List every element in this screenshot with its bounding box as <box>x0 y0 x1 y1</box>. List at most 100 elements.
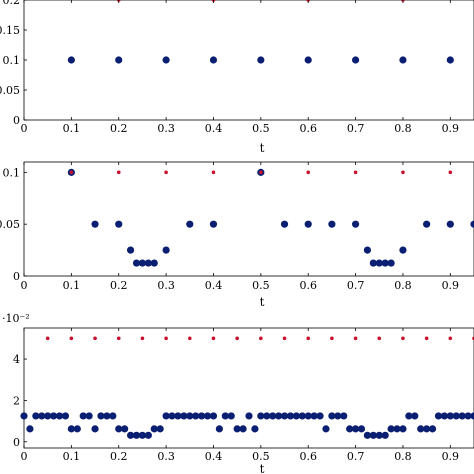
panel-2-series-1-point <box>369 259 377 267</box>
panel-3-series-1-point <box>79 412 87 420</box>
panel-2-series-2-point <box>69 170 74 175</box>
panel-3-series-2-point <box>235 336 239 341</box>
panel-3-series-2-point <box>353 336 358 341</box>
panel-2-y-tick-label: 0.05 <box>0 218 20 231</box>
panel-3-series-2-point <box>69 336 74 341</box>
panel-3-series-1-point <box>97 412 105 420</box>
panel-3-series-2-point <box>401 336 405 341</box>
panel-3-series-1-point <box>115 425 123 433</box>
panel-3-axes: 0 0.1 0.2 0.3 0.4 0.5 0.6 0.7 0.8 0.9 0 2 4 <box>13 328 459 463</box>
panel-2-x-tick-label: 0.7 <box>347 279 365 292</box>
panel-3-series-1-point <box>109 412 117 420</box>
panel-3-series-1-point <box>393 425 401 433</box>
panel-2-series-1-point <box>399 246 407 254</box>
panel-3-series-1-point <box>245 412 253 420</box>
panel-3-series-1-point <box>126 431 135 439</box>
panel-3-marks <box>20 336 474 439</box>
panel-3-series-1-point <box>168 412 176 420</box>
panel-1-x-tick-label: 0.7 <box>347 122 365 135</box>
panel-3-x-axis-label: t <box>260 462 265 474</box>
panel-3-series-1-point <box>138 431 147 439</box>
panel-1-x-tick-label: 0.4 <box>205 122 223 135</box>
panel-3-series-1-point <box>162 412 170 420</box>
panel-3-series-1-point <box>73 425 81 433</box>
panel-1-series-1-point <box>446 56 454 64</box>
panel-2-series-2-point <box>448 170 453 175</box>
panel-3-series-2-point <box>424 336 429 341</box>
panel-3: 0 0.1 0.2 0.3 0.4 0.5 0.6 0.7 0.8 0.9 0 2 4 ·10⁻² t <box>2 312 474 474</box>
panel-1-x-tick-label: 0.3 <box>157 122 175 135</box>
panel-1-x-tick-label: 0.2 <box>110 122 128 135</box>
panel-3-series-1-point <box>286 412 295 420</box>
panel-3-series-2-point <box>164 336 168 341</box>
panel-2-series-1-point <box>280 220 289 228</box>
panel-2-x-tick-label: 0.3 <box>157 279 175 292</box>
panel-3-x-tick-label: 0.4 <box>205 450 223 463</box>
panel-3-series-1-point <box>44 412 52 420</box>
panel-3-series-1-point <box>203 412 212 420</box>
panel-3-series-1-point <box>144 431 152 439</box>
panel-1-series-1-point <box>115 56 123 64</box>
panel-3-series-1-point <box>434 412 443 420</box>
panel-3-y-tick-label: 4 <box>13 353 20 366</box>
panel-2-series-1-point <box>186 220 194 228</box>
panel-3-series-1-point <box>121 425 129 433</box>
panel-2-x-tick-label: 0.9 <box>442 279 460 292</box>
panel-3-series-1-point <box>340 412 348 420</box>
panel-2-series-1-point <box>150 259 158 267</box>
panel-2-x-tick-label: 0.2 <box>110 279 128 292</box>
panel-3-x-tick-label: 0.5 <box>252 450 270 463</box>
panel-3-series-1-point <box>275 412 283 420</box>
panel-3-series-1-point <box>38 412 46 420</box>
panel-3-series-1-point <box>132 431 141 439</box>
panel-1-series-1-point <box>67 56 75 64</box>
panel-2-series-1-point <box>387 259 395 267</box>
panel-2-x-tick-label: 0.5 <box>252 279 270 292</box>
panel-2-series-1-point <box>115 220 123 228</box>
panel-1-x-tick-label: 0.8 <box>394 122 412 135</box>
panel-3-x-tick-label: 0.6 <box>299 450 317 463</box>
panel-1-marks <box>67 0 454 64</box>
panel-3-series-1-point <box>470 412 474 420</box>
panel-3-series-1-point <box>464 412 472 420</box>
panel-3-series-1-point <box>20 412 28 420</box>
panel-3-series-1-point <box>239 425 247 433</box>
panel-3-series-2-point <box>211 336 216 341</box>
panel-3-series-1-point <box>316 412 324 420</box>
panel-3-series-1-point <box>55 412 64 420</box>
panel-3-series-1-point <box>452 412 460 420</box>
panel-3-series-1-point <box>387 425 395 433</box>
panel-3-series-1-point <box>67 425 75 433</box>
panel-3-x-tick-label: 0.2 <box>110 450 128 463</box>
panel-3-series-1-point <box>304 412 312 420</box>
panel-3-series-2-point <box>306 336 311 341</box>
panel-2-series-2-point <box>353 170 358 175</box>
panel-3-series-1-point <box>174 412 182 420</box>
panel-3-series-1-point <box>233 425 241 433</box>
panel-3-series-2-point <box>448 336 453 341</box>
panel-1-series-1-point <box>257 56 265 64</box>
panel-3-series-1-point <box>357 425 366 433</box>
panel-2-series-1-point <box>363 246 372 254</box>
panel-3-series-1-point <box>322 425 330 433</box>
panel-2-series-1-point <box>209 220 218 228</box>
panel-1-y-tick-label: 0.1 <box>3 54 21 67</box>
panel-1-x-tick-label: 0.5 <box>252 122 270 135</box>
panel-1-x-axis-label: t <box>260 141 265 155</box>
panel-1-series-1-point <box>209 56 218 64</box>
panel-3-series-1-point <box>263 412 271 420</box>
panel-3-series-1-point <box>26 425 34 433</box>
panel-3-series-1-point <box>446 412 454 420</box>
panel-3-series-1-point <box>363 431 372 439</box>
panel-3-series-1-point <box>375 431 383 439</box>
panel-2-series-1-point <box>126 246 135 254</box>
panel-3-x-tick-label: 0.3 <box>157 450 175 463</box>
panel-3-series-1-point <box>85 412 93 420</box>
panel-3-series-1-point <box>417 425 425 433</box>
panel-3-series-1-point <box>458 412 466 420</box>
panel-3-series-1-point <box>103 412 111 420</box>
panel-3-series-1-point <box>328 412 336 420</box>
panel-1-x-tick-label: 0.6 <box>299 122 317 135</box>
panel-2-axes: 0 0.1 0.2 0.3 0.4 0.5 0.6 0.7 0.8 0.9 0 0.05 0.1 <box>0 162 459 292</box>
